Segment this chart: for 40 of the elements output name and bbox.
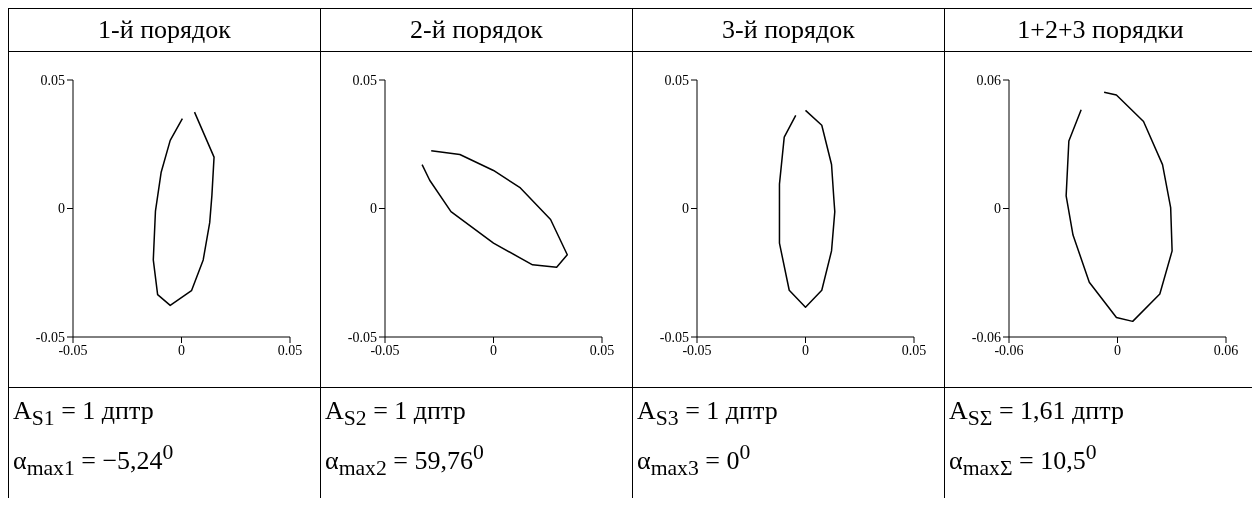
y-tick-label: 0.06 <box>976 72 1001 88</box>
line-series <box>152 110 215 306</box>
text: A$_{S2}$ = 1 дптр <box>325 395 467 433</box>
line-series <box>778 109 836 308</box>
x-tick-label: 0 <box>177 342 185 358</box>
y-tick-label: -0.05 <box>35 329 65 345</box>
x-tick-label: 0.06 <box>1213 342 1238 358</box>
y-tick-label: 0 <box>681 200 689 216</box>
text: A$_{S3}$ = 1 дптр <box>637 395 779 433</box>
text: α$_{max1}$ = −5,24$^{0}$ <box>13 439 175 483</box>
x-tick-label: -0.05 <box>369 342 400 358</box>
line-series <box>1064 90 1173 322</box>
y-tick-label: 0 <box>993 200 1001 216</box>
chart-title: 3-й порядок <box>633 9 944 52</box>
text: A$_{SΣ}$ = 1,61 дптр <box>949 395 1125 433</box>
text: A$_{S1}$ = 1 дптр <box>13 395 155 433</box>
x-tick-label: 0.05 <box>589 342 614 358</box>
x-tick-label: 0 <box>801 342 809 358</box>
x-tick-label: -0.05 <box>681 342 712 358</box>
x-tick-label: -0.05 <box>57 342 88 358</box>
x-tick-label: 0.05 <box>277 342 302 358</box>
y-tick-label: 0.05 <box>352 72 377 88</box>
y-tick-label: -0.05 <box>347 329 377 345</box>
chart-title: 2-й порядок <box>321 9 632 52</box>
y-tick-label: 0 <box>369 200 377 216</box>
chart-title: 1+2+3 порядки <box>945 9 1252 52</box>
y-tick-label: 0.05 <box>664 72 689 88</box>
y-tick-label: -0.06 <box>971 329 1001 345</box>
y-tick-label: 0 <box>57 200 65 216</box>
text: α$_{max3}$ = 0$^{0}$ <box>637 439 752 483</box>
x-tick-label: -0.06 <box>993 342 1024 358</box>
line-series <box>420 149 568 268</box>
x-tick-label: 0 <box>1113 342 1121 358</box>
text: α$_{maxΣ}$ = 10,5$^{0}$ <box>949 439 1098 483</box>
text: α$_{max2}$ = 59,76$^{0}$ <box>325 439 485 483</box>
x-tick-label: 0.05 <box>901 342 926 358</box>
chart-title: 1-й порядок <box>9 9 320 52</box>
y-tick-label: -0.05 <box>659 329 689 345</box>
x-tick-label: 0 <box>489 342 497 358</box>
y-tick-label: 0.05 <box>40 72 65 88</box>
